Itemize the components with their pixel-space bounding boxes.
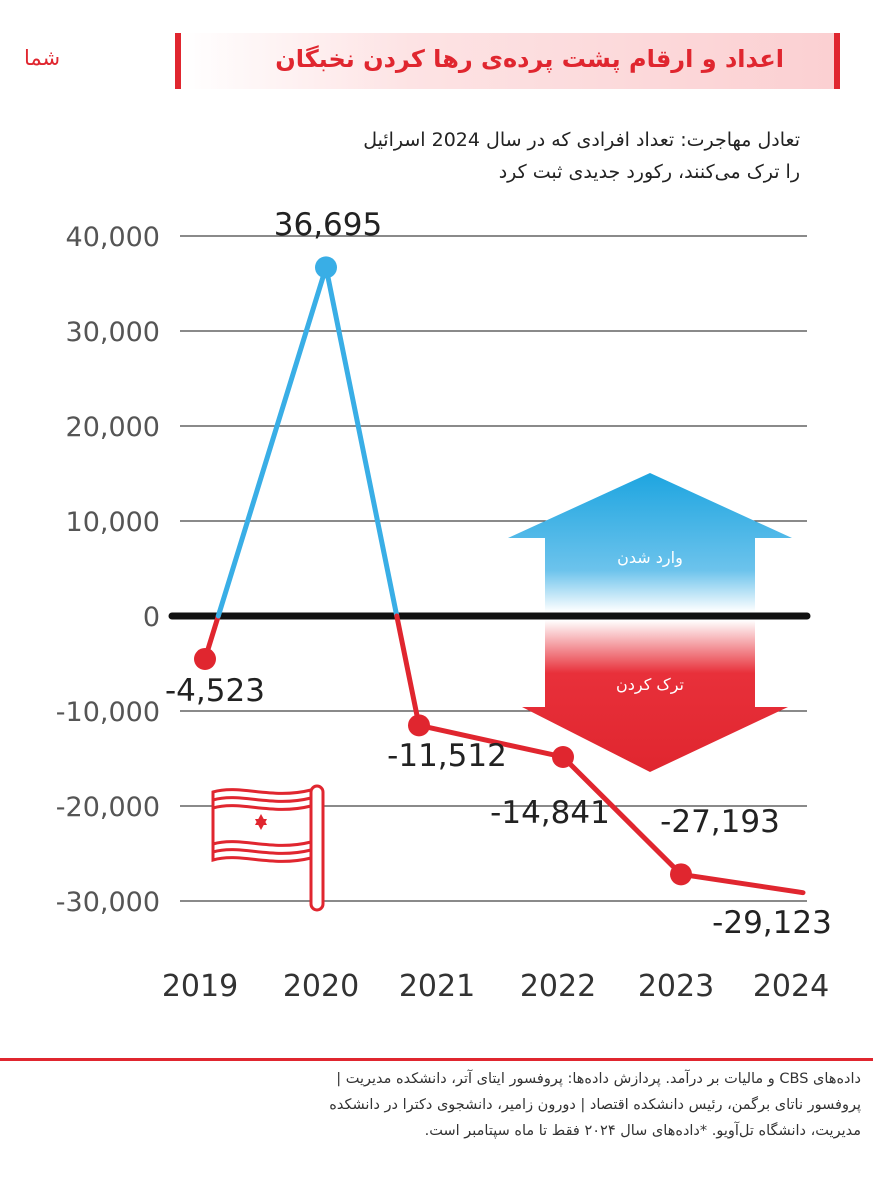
chart-subtitle: تعادل مهاجرت: تعداد افرادی که در سال 202… xyxy=(280,124,800,188)
arrow-up-label: وارد شدن xyxy=(617,548,683,568)
data-label: -11,512 xyxy=(387,738,507,774)
direction-arrow: وارد شدن ترک کردن xyxy=(508,473,792,772)
data-label: -14,841 xyxy=(490,795,610,831)
y-tick-label: 0 xyxy=(143,602,160,633)
data-point xyxy=(552,745,574,768)
data-label: -27,193 xyxy=(660,804,780,840)
data-label: 36,695 xyxy=(274,207,382,243)
x-tick-label: 2020 xyxy=(283,969,359,1004)
x-tick-label: 2024 xyxy=(753,969,829,1004)
series-segment xyxy=(394,613,422,728)
data-point xyxy=(315,256,337,279)
data-point xyxy=(670,863,692,886)
arrow-up-shape xyxy=(508,473,792,612)
y-tick-label: -10,000 xyxy=(56,697,160,728)
data-point xyxy=(194,647,216,670)
y-tick-label: 30,000 xyxy=(66,317,160,348)
footer-line-2: پروفسور ناتای برگمن، رئیس دانشکده اقتصاد… xyxy=(329,1097,861,1113)
subtitle-line-1: تعادل مهاجرت: تعداد افرادی که در سال 202… xyxy=(363,129,800,151)
y-tick-label: -30,000 xyxy=(56,887,160,918)
footer-divider xyxy=(0,1058,873,1061)
series-segment xyxy=(416,722,566,760)
data-labels: -4,523 36,695 -11,512 -14,841 -27,193 -29,123 xyxy=(165,207,832,941)
x-tick-label: 2023 xyxy=(638,969,714,1004)
subtitle-line-2: را ترک می‌کنند، رکورد جدیدی ثبت کرد xyxy=(498,161,800,183)
data-label: -4,523 xyxy=(165,673,265,709)
data-points xyxy=(194,256,692,886)
x-tick-label: 2022 xyxy=(520,969,596,1004)
x-tick-label: 2021 xyxy=(399,969,475,1004)
x-tick-label: 2019 xyxy=(162,969,238,1004)
data-label: -29,123 xyxy=(712,905,832,941)
footer-line-1: داده‌های CBS و مالیات بر درآمد. پردازش د… xyxy=(336,1071,861,1087)
x-axis-ticks: 2019 2020 2021 2022 2023 2024 xyxy=(162,969,829,1004)
page-title: اعداد و ارقام پشت پرده‌ی رها کردن نخبگان xyxy=(275,45,784,73)
brand-logo: شما xyxy=(24,46,61,70)
flag-icon xyxy=(211,784,325,912)
source-footer: داده‌های CBS و مالیات بر درآمد. پردازش د… xyxy=(61,1066,861,1144)
title-banner: اعداد و ارقام پشت پرده‌ی رها کردن نخبگان xyxy=(175,33,840,89)
data-point xyxy=(408,714,430,737)
footer-line-3: مدیریت، دانشگاه تل‌آویو. *داده‌های سال ۲… xyxy=(424,1123,861,1139)
arrow-down-shape xyxy=(522,620,788,772)
y-axis-ticks: 40,000 30,000 20,000 10,000 0 -10,000 -20,000 -… xyxy=(56,222,160,918)
y-tick-label: -20,000 xyxy=(56,792,160,823)
data-lines xyxy=(202,264,806,896)
arrow-down-label: ترک کردن xyxy=(616,675,684,695)
y-tick-label: 20,000 xyxy=(66,412,160,443)
series-segment xyxy=(678,871,806,896)
y-tick-label: 40,000 xyxy=(66,222,160,253)
series-segment xyxy=(560,754,684,877)
y-tick-label: 10,000 xyxy=(66,507,160,538)
series-segment xyxy=(215,264,329,619)
series-segment xyxy=(323,264,400,619)
